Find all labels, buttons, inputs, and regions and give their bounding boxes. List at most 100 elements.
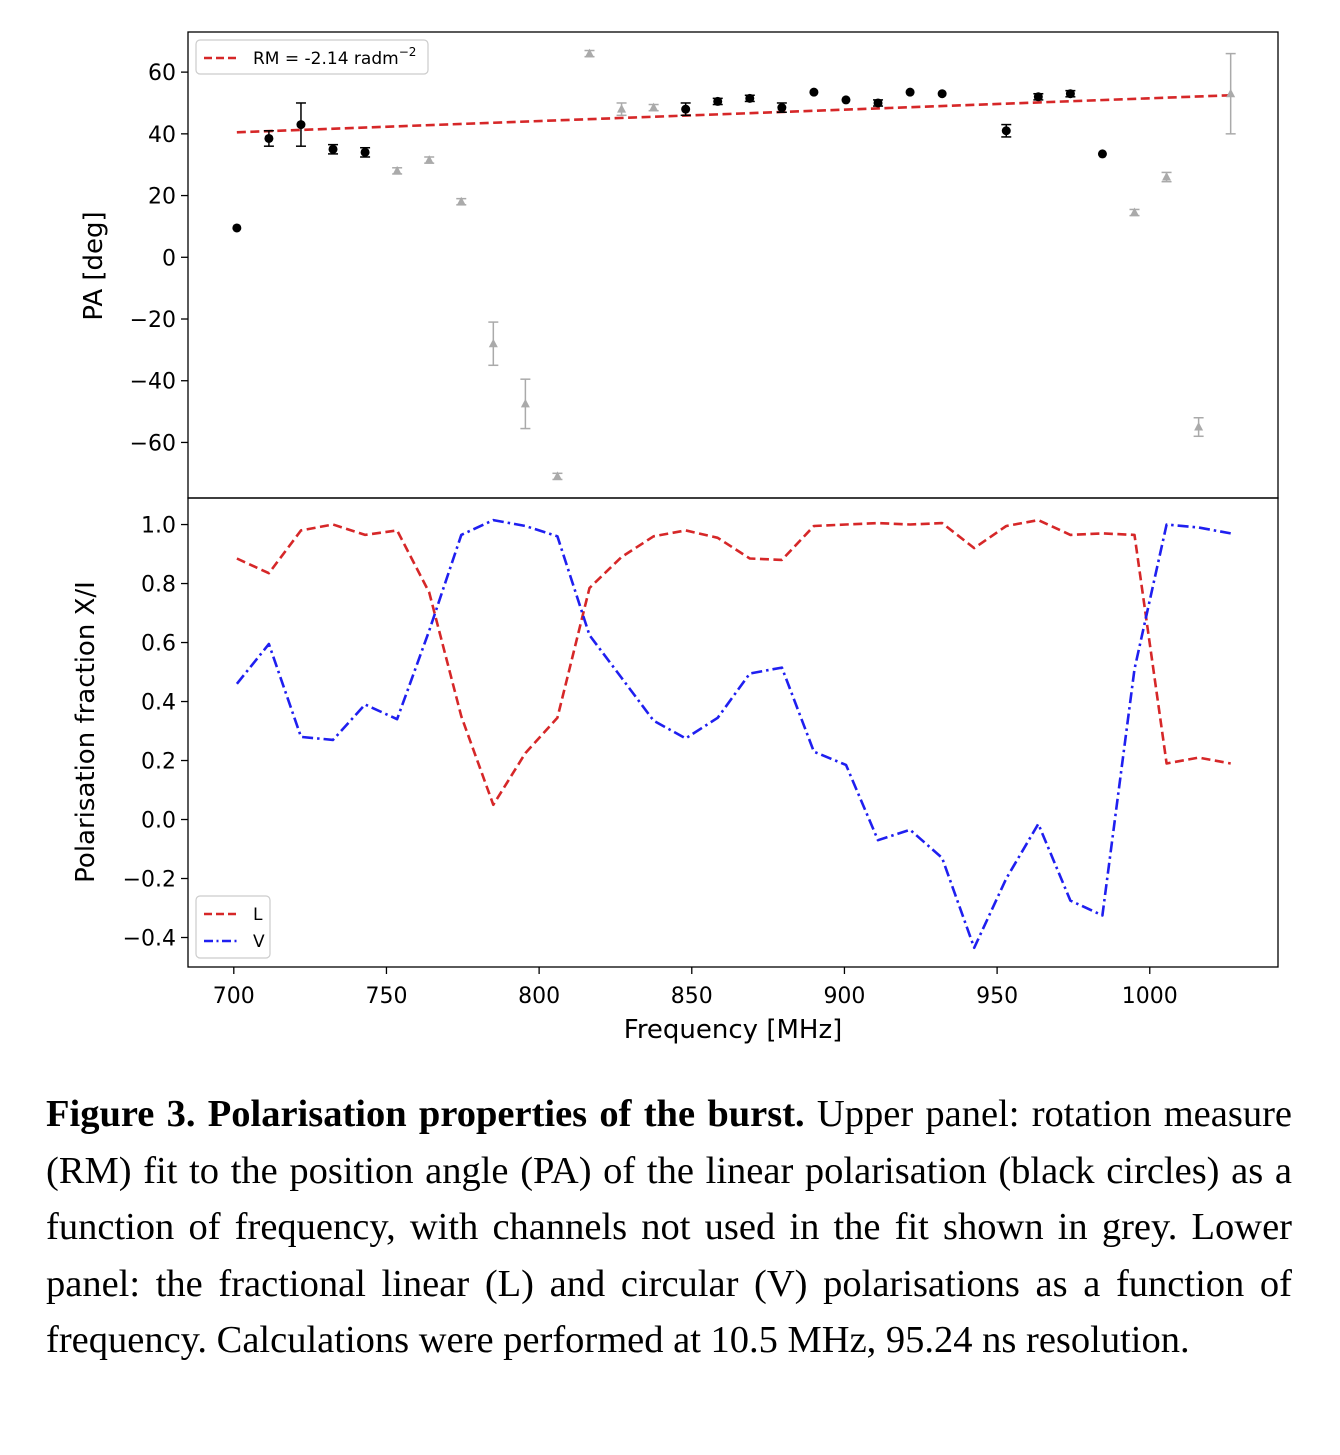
fitted-point (295, 102, 306, 147)
black-circle-marker (1097, 149, 1107, 159)
lower-y-tick-label: −0.4 (123, 927, 176, 952)
upper-y-tick-label: −60 (130, 431, 176, 456)
excluded-point (1129, 207, 1140, 217)
caption-label: Figure 3. Polarisation properties of the… (46, 1093, 805, 1135)
excluded-point (392, 165, 403, 175)
black-circle-marker (296, 120, 306, 130)
caption-text: Upper panel: rotation measure (RM) fit t… (46, 1093, 1293, 1361)
x-tick-label: 800 (518, 984, 560, 1009)
fitted-point (1001, 123, 1012, 138)
grey-triangle-marker (617, 104, 627, 113)
grey-triangle-marker (488, 338, 498, 348)
excluded-point (1193, 417, 1204, 438)
grey-triangle-marker (649, 102, 659, 112)
black-circle-marker (1065, 89, 1075, 99)
excluded-point (488, 321, 499, 367)
x-axis: 700 750 800 850 900 950 1000 (213, 967, 1178, 1009)
grey-triangle-marker (1226, 88, 1236, 98)
fitted-point (905, 87, 915, 97)
rm-fit-line (236, 93, 1231, 134)
black-circle-marker (681, 104, 691, 114)
excluded-point (1161, 171, 1172, 183)
lower-y-tick-label: 0.0 (141, 809, 176, 834)
lower-y-tick-label: 0.6 (141, 632, 176, 657)
legend-box (195, 39, 429, 75)
fitted-point (1097, 149, 1107, 159)
legend-label-rm: RM = -2.14 radm−2 (253, 45, 416, 69)
black-circle-marker (745, 93, 755, 103)
figure-caption: Figure 3. Polarisation properties of the… (46, 1086, 1292, 1369)
fitted-point (1065, 89, 1076, 99)
black-circle-marker (905, 87, 915, 97)
lower-y-tick-label: −0.2 (123, 868, 176, 893)
upper-y-tick-label: −20 (130, 308, 176, 333)
legend-box (195, 895, 271, 959)
fitted-point (841, 95, 851, 105)
black-circle-marker (328, 144, 338, 154)
black-circle-marker (1033, 92, 1043, 102)
x-tick-label: 850 (671, 984, 713, 1009)
fitted-point (680, 102, 691, 117)
grey-triangle-marker (552, 471, 562, 480)
grey-triangle-marker (584, 48, 594, 58)
excluded-point (456, 196, 467, 206)
black-circle-marker (873, 98, 883, 108)
black-circle-marker (232, 223, 242, 233)
lower-plot-frame (187, 497, 1279, 968)
black-circle-marker (777, 103, 787, 113)
x-tick-label: 900 (823, 984, 865, 1009)
upper-y-axis-label: PA [deg] (79, 211, 109, 320)
fitted-point (1033, 92, 1044, 102)
lower-panel: 1.0 0.8 0.6 0.4 0.2 0.0 −0.2 −0.4 LV (123, 497, 1279, 968)
black-circle-marker (360, 147, 370, 157)
excluded-point (552, 471, 563, 481)
upper-legend: RM = -2.14 radm−2 (195, 39, 429, 75)
fitted-point (776, 102, 787, 113)
grey-triangle-marker (1129, 207, 1139, 217)
black-circle-marker (937, 89, 947, 99)
fitted-point (328, 143, 339, 155)
black-circle-marker (1001, 126, 1011, 136)
lower-y-tick-label: 1.0 (141, 514, 176, 539)
grey-triangle-marker (1194, 422, 1204, 431)
fitted-point (937, 89, 947, 99)
legend-label-L: L (253, 905, 263, 925)
x-tick-label: 750 (365, 984, 407, 1009)
x-tick-label: 700 (213, 984, 255, 1009)
fitted-point (744, 93, 755, 103)
fitted-point (873, 98, 884, 108)
upper-y-tick-label: 40 (148, 123, 176, 148)
lower-y-tick-label: 0.4 (141, 691, 176, 716)
fitted-point (712, 96, 723, 106)
series-line-L (236, 518, 1231, 807)
grey-triangle-marker (1162, 172, 1172, 181)
black-circle-marker (713, 96, 723, 106)
series-line-V (235, 518, 1231, 950)
fitted-point (809, 87, 819, 97)
fitted-point (360, 146, 371, 158)
excluded-point (584, 48, 595, 58)
upper-y-tick-label: 20 (148, 185, 176, 210)
excluded-point (520, 378, 531, 430)
excluded-point (1225, 52, 1236, 135)
grey-triangle-marker (520, 398, 530, 408)
upper-panel: 60 40 20 0 −20 −40 −60 RM = -2.14 radm−2 (130, 31, 1279, 499)
legend-superscript: −2 (399, 45, 417, 59)
fitted-point (263, 130, 274, 147)
black-circle-marker (264, 133, 274, 143)
upper-y-tick-label: −40 (130, 370, 176, 395)
lower-y-axis-label: Polarisation fraction X/I (71, 581, 101, 883)
black-circle-marker (809, 87, 819, 97)
x-axis-label: Frequency [MHz] (624, 1015, 843, 1045)
fitted-point (232, 223, 242, 233)
upper-y-tick-label: 60 (148, 61, 176, 86)
x-tick-label: 950 (976, 984, 1018, 1009)
grey-triangle-marker (456, 196, 466, 206)
excluded-point (616, 102, 627, 117)
figure: 60 40 20 0 −20 −40 −60 RM = -2.14 radm−2 1.0 0.8… (71, 31, 1279, 1045)
lower-legend: LV (195, 895, 271, 959)
excluded-point (648, 102, 659, 112)
lower-y-tick-label: 0.8 (141, 573, 176, 598)
lower-y-tick-label: 0.2 (141, 750, 176, 775)
grey-triangle-marker (424, 155, 434, 164)
